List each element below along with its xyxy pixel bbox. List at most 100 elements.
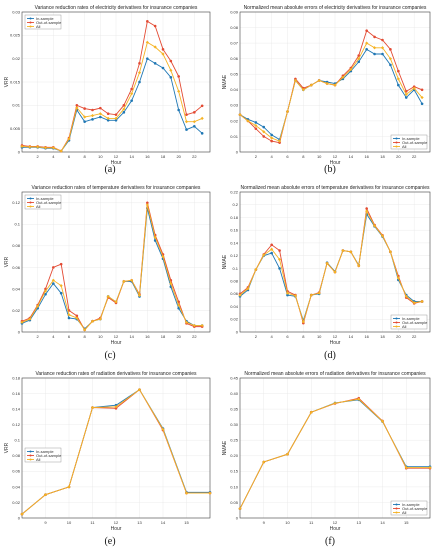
data-point bbox=[90, 114, 95, 118]
data-point bbox=[373, 52, 376, 56]
data-point bbox=[200, 323, 204, 328]
x-tick-label: 16 bbox=[364, 334, 369, 339]
x-tick-label: 10 bbox=[98, 334, 103, 339]
y-tick-label: 0.01 bbox=[12, 103, 21, 108]
x-tick-label: 16 bbox=[364, 154, 369, 159]
data-point bbox=[137, 293, 142, 297]
data-point bbox=[412, 301, 416, 305]
chart-title: Normalized mean absolute errors of elect… bbox=[244, 5, 427, 11]
x-axis-label: Hour bbox=[330, 160, 341, 166]
data-point bbox=[270, 251, 273, 255]
data-point bbox=[161, 427, 165, 431]
series-line-1 bbox=[21, 202, 203, 331]
data-point bbox=[396, 77, 400, 81]
y-tick-label: 0.1 bbox=[14, 222, 20, 227]
x-tick-label: 11 bbox=[90, 520, 95, 525]
data-point bbox=[380, 234, 385, 238]
legend-marker bbox=[29, 454, 32, 457]
y-tick-label: 0.005 bbox=[10, 126, 21, 131]
data-point bbox=[208, 491, 212, 495]
legend-marker bbox=[29, 450, 32, 453]
x-tick-label: 20 bbox=[396, 154, 401, 159]
x-tick-label: 12 bbox=[333, 154, 338, 159]
data-point bbox=[52, 282, 55, 285]
data-point bbox=[333, 401, 337, 405]
data-point bbox=[153, 62, 157, 65]
data-point bbox=[122, 104, 126, 107]
data-point bbox=[317, 78, 321, 83]
legend-entry: In-sample bbox=[36, 449, 54, 454]
x-tick-label: 4 bbox=[271, 334, 274, 339]
data-point bbox=[161, 52, 165, 56]
y-tick-label: 0.08 bbox=[12, 243, 21, 248]
y-tick-label: 0.02 bbox=[12, 56, 21, 61]
data-point bbox=[59, 284, 63, 288]
y-tick-label: 0.1 bbox=[14, 438, 20, 443]
data-point bbox=[404, 466, 408, 470]
legend-marker bbox=[395, 137, 398, 140]
data-point bbox=[420, 88, 424, 92]
data-point bbox=[270, 247, 274, 251]
data-point bbox=[20, 144, 24, 148]
data-point bbox=[177, 307, 180, 310]
y-tick-label: 0.07 bbox=[230, 41, 239, 46]
y-tick-label: 0.015 bbox=[10, 79, 21, 84]
x-tick-label: 16 bbox=[145, 334, 150, 339]
data-point bbox=[262, 125, 266, 129]
data-point bbox=[83, 120, 86, 123]
x-tick-label: 2 bbox=[37, 334, 40, 339]
data-point bbox=[404, 90, 408, 93]
plot-frame bbox=[21, 377, 211, 519]
y-tick-label: 0.02 bbox=[230, 317, 239, 322]
x-tick-label: 8 bbox=[84, 154, 87, 159]
data-point bbox=[43, 146, 48, 150]
data-point bbox=[254, 127, 258, 130]
data-point bbox=[357, 60, 361, 64]
data-point bbox=[388, 250, 393, 254]
data-point bbox=[285, 291, 290, 295]
legend-marker bbox=[395, 507, 398, 510]
data-point bbox=[161, 48, 165, 51]
y-tick-label: 0.05 bbox=[230, 72, 239, 77]
data-point bbox=[373, 35, 376, 39]
data-point bbox=[388, 57, 393, 61]
legend-marker bbox=[395, 321, 398, 324]
data-point bbox=[301, 320, 305, 324]
legend-marker bbox=[29, 17, 32, 20]
data-point bbox=[99, 115, 102, 119]
data-point bbox=[106, 116, 110, 120]
chart-title: Variance reduction rates of temperature … bbox=[32, 185, 201, 191]
y-tick-label: 0.12 bbox=[12, 200, 21, 205]
data-point bbox=[146, 20, 149, 23]
data-point bbox=[365, 48, 368, 51]
x-tick-label: 11 bbox=[309, 520, 314, 525]
data-point bbox=[193, 125, 196, 128]
y-tick-label: 0.04 bbox=[12, 286, 21, 291]
legend-entry: Out-of-sample bbox=[402, 140, 428, 145]
data-point bbox=[246, 287, 250, 291]
y-tick-label: 0.08 bbox=[12, 453, 21, 458]
data-point bbox=[357, 264, 361, 268]
y-tick-label: 0.16 bbox=[230, 228, 239, 233]
y-tick-label: 0.06 bbox=[230, 291, 239, 296]
y-tick-label: 0.1 bbox=[232, 266, 238, 271]
legend-marker bbox=[395, 145, 398, 148]
x-tick-label: 14 bbox=[161, 520, 166, 525]
data-point bbox=[59, 149, 63, 153]
data-point bbox=[114, 113, 118, 116]
data-point bbox=[278, 249, 281, 252]
legend-marker bbox=[29, 197, 32, 200]
x-tick-label: 20 bbox=[176, 154, 181, 159]
y-tick-label: 0.08 bbox=[230, 278, 239, 283]
x-tick-label: 18 bbox=[380, 334, 385, 339]
x-tick-label: 8 bbox=[84, 334, 87, 339]
data-point bbox=[357, 57, 361, 61]
y-tick-label: 0.45 bbox=[230, 375, 239, 380]
panel-caption: (b) bbox=[324, 164, 336, 175]
data-point bbox=[254, 123, 258, 128]
legend-marker bbox=[29, 201, 32, 204]
data-point bbox=[349, 250, 353, 254]
panel-caption: (c) bbox=[104, 350, 115, 361]
x-tick-label: 9 bbox=[44, 520, 47, 525]
